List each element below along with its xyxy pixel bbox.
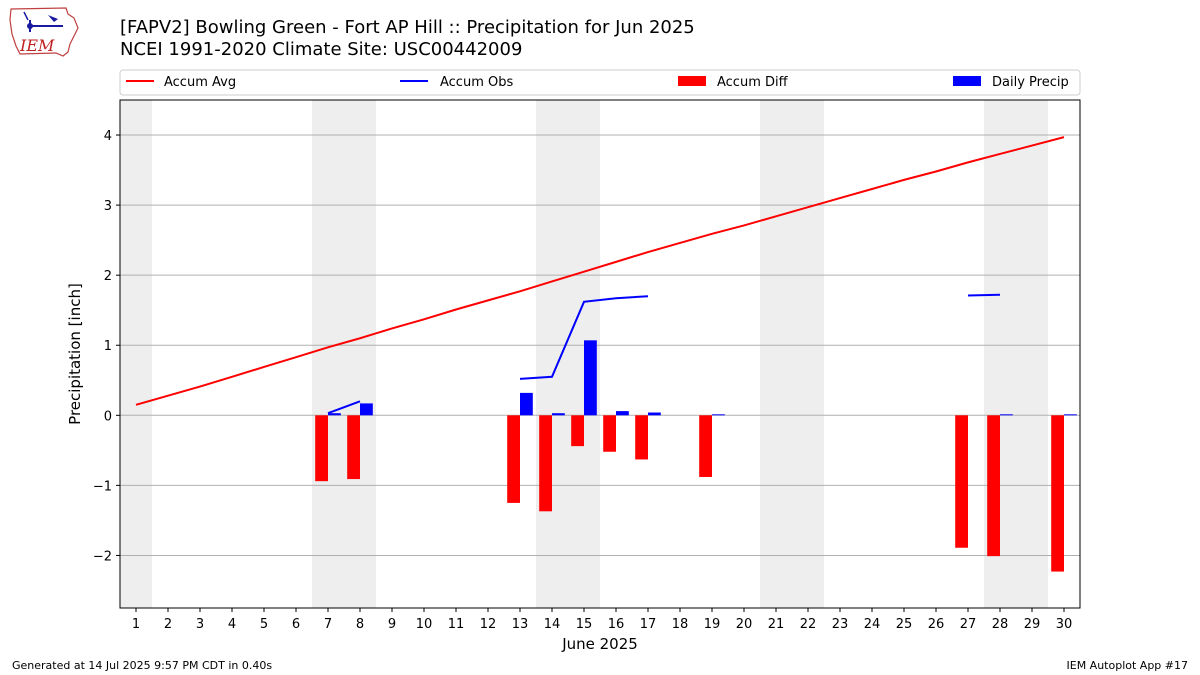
accum-diff-bar xyxy=(987,415,1000,557)
daily-precip-bar xyxy=(616,411,629,416)
x-axis: 1 2 3 4 5 6 7 8 9 10 11 12 13 14 15 16 17 18 19 20 21 22 23 24 2… xyxy=(132,608,1072,632)
x-tick-label: 13 xyxy=(512,617,529,632)
daily-precip-bar xyxy=(648,412,661,416)
x-tick-label: 14 xyxy=(544,617,561,632)
accum-diff-bar xyxy=(1051,415,1064,572)
accum-diff-bar xyxy=(699,415,712,477)
accum-diff-bar xyxy=(955,415,968,548)
x-tick-label: 17 xyxy=(640,617,657,632)
accum-obs-line xyxy=(967,293,1001,297)
accum-diff-bar xyxy=(603,415,616,452)
daily-precip-bar xyxy=(1064,414,1077,416)
daily-precip-bar xyxy=(712,414,725,416)
x-tick-label: 10 xyxy=(416,617,433,632)
x-tick-label: 21 xyxy=(768,617,785,632)
x-tick-label: 19 xyxy=(704,617,721,632)
legend-label: Accum Diff xyxy=(717,75,789,90)
accum-diff-bar xyxy=(315,415,328,482)
legend-label: Accum Obs xyxy=(440,75,513,90)
y-tick-label: −1 xyxy=(93,479,112,494)
accum-obs-line xyxy=(519,295,649,380)
y-tick-label: −2 xyxy=(93,549,112,564)
x-tick-label: 22 xyxy=(800,617,817,632)
x-tick-label: 20 xyxy=(736,617,753,632)
y-tick-label: 3 xyxy=(104,199,112,214)
y-axis: −2 −1 0 1 2 3 4 xyxy=(93,129,120,564)
title-line-1: [FAPV2] Bowling Green - Fort AP Hill :: … xyxy=(120,17,695,38)
accum-obs-line xyxy=(327,400,361,415)
x-tick-label: 26 xyxy=(928,617,945,632)
daily-precip-bar xyxy=(552,413,565,416)
chart-title: [FAPV2] Bowling Green - Fort AP Hill :: … xyxy=(120,17,695,61)
x-tick-label: 15 xyxy=(576,617,593,632)
accum-diff-bar xyxy=(539,415,552,512)
plot-frame xyxy=(119,99,1081,609)
x-tick-label: 2 xyxy=(164,617,172,632)
x-tick-label: 3 xyxy=(196,617,204,632)
logo-text: IEM xyxy=(19,36,55,55)
legend-marker xyxy=(953,76,981,86)
accum-diff-bar xyxy=(635,415,648,460)
x-tick-label: 23 xyxy=(832,617,849,632)
y-axis-label: Precipitation [inch] xyxy=(66,283,84,425)
weekend-band xyxy=(312,100,376,608)
lines-layer xyxy=(135,136,1065,415)
footer-app: IEM Autoplot App #17 xyxy=(1066,659,1189,672)
daily-precip-bar xyxy=(360,403,373,416)
title-line-2: NCEI 1991-2020 Climate Site: USC00442009 xyxy=(120,39,523,60)
x-tick-label: 11 xyxy=(448,617,465,632)
legend-label: Accum Avg xyxy=(164,75,236,90)
x-axis-label: June 2025 xyxy=(561,635,638,653)
daily-precip-bar xyxy=(520,392,533,416)
daily-precip-bar xyxy=(1000,414,1013,416)
x-tick-label: 16 xyxy=(608,617,625,632)
x-tick-label: 9 xyxy=(388,617,396,632)
daily-precip-bar xyxy=(328,413,341,416)
x-tick-label: 29 xyxy=(1024,617,1041,632)
grid-lines xyxy=(120,134,1080,556)
weekend-band xyxy=(760,100,824,608)
y-tick-label: 1 xyxy=(104,339,112,354)
x-tick-label: 30 xyxy=(1056,617,1073,632)
y-tick-label: 2 xyxy=(104,269,112,284)
x-tick-label: 12 xyxy=(480,617,497,632)
x-tick-label: 1 xyxy=(132,617,140,632)
bars-layer xyxy=(315,340,1077,572)
weekend-band xyxy=(120,100,152,608)
accum-diff-bar xyxy=(507,415,520,503)
accum-avg-line xyxy=(135,136,1065,406)
legend-marker xyxy=(678,76,706,86)
x-tick-label: 8 xyxy=(356,617,364,632)
y-tick-label: 4 xyxy=(104,129,112,144)
accum-diff-bar xyxy=(571,415,584,447)
x-tick-label: 4 xyxy=(228,617,236,632)
x-tick-label: 6 xyxy=(292,617,300,632)
y-tick-label: 0 xyxy=(104,409,112,424)
x-tick-label: 24 xyxy=(864,617,881,632)
footer-generated: Generated at 14 Jul 2025 9:57 PM CDT in … xyxy=(12,659,273,672)
legend-box xyxy=(119,69,1081,96)
legend: Accum Avg Accum Obs Accum Diff Daily Precip xyxy=(119,69,1081,96)
iem-logo: IEM xyxy=(8,6,80,58)
x-tick-label: 25 xyxy=(896,617,913,632)
x-tick-label: 18 xyxy=(672,617,689,632)
accum-diff-bar xyxy=(347,415,360,480)
legend-label: Daily Precip xyxy=(992,75,1069,90)
x-tick-label: 7 xyxy=(324,617,332,632)
x-tick-label: 27 xyxy=(960,617,977,632)
daily-precip-bar xyxy=(584,340,597,416)
x-tick-label: 5 xyxy=(260,617,268,632)
x-tick-label: 28 xyxy=(992,617,1009,632)
